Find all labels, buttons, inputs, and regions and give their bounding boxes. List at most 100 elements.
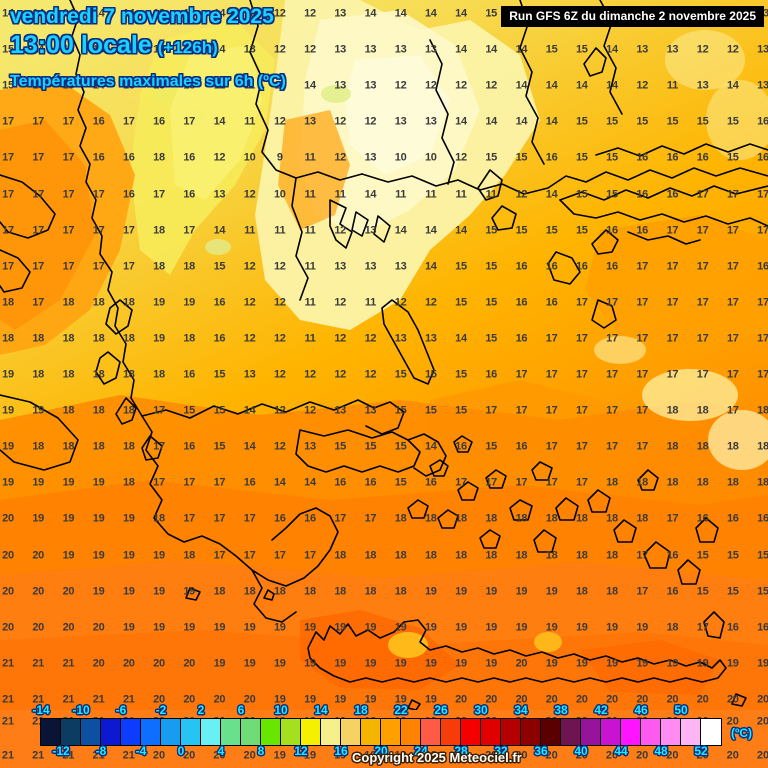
grid-temperature-value: 12 <box>273 115 286 128</box>
grid-temperature-value: 17 <box>545 404 558 417</box>
colorbar-swatch[interactable] <box>101 719 121 745</box>
colorbar-swatch[interactable] <box>401 719 421 745</box>
grid-temperature-value: 17 <box>92 260 105 273</box>
grid-temperature-value: 20 <box>32 549 45 561</box>
colorbar-swatch[interactable] <box>701 719 721 745</box>
grid-temperature-value: 14 <box>32 43 45 56</box>
grid-temperature-value: 17 <box>122 260 135 273</box>
grid-temperature-value: 19 <box>122 512 135 525</box>
grid-temperature-value: 15 <box>696 549 709 561</box>
colorbar[interactable] <box>40 718 722 746</box>
grid-temperature-value: 18 <box>183 332 196 345</box>
grid-temperature-value: 18 <box>122 476 135 489</box>
grid-temperature-value: 13 <box>424 115 437 128</box>
colorbar-swatch[interactable] <box>421 719 441 745</box>
legend-background-value: 20 <box>605 749 619 762</box>
colorbar-swatch[interactable] <box>661 719 681 745</box>
colorbar-swatch[interactable] <box>621 719 641 745</box>
colorbar-swatch[interactable] <box>121 719 141 745</box>
grid-temperature-value: 14 <box>424 224 437 237</box>
grid-temperature-value: 20 <box>515 657 528 670</box>
grid-temperature-value: 16 <box>757 621 768 634</box>
grid-temperature-value: 19 <box>545 621 558 634</box>
grid-temperature-value: 15 <box>606 188 618 200</box>
colorbar-swatch[interactable] <box>601 719 621 745</box>
grid-temperature-value: 15 <box>545 224 558 237</box>
grid-temperature-value: 20 <box>606 693 618 706</box>
colorbar-swatch[interactable] <box>221 719 241 745</box>
grid-temperature-value: 17 <box>62 115 75 128</box>
colorbar-swatch[interactable] <box>201 719 221 745</box>
grid-temperature-value: 19 <box>726 657 739 670</box>
grid-temperature-value: 17 <box>757 332 768 345</box>
legend-background-value: 21 <box>1 749 15 762</box>
grid-temperature-value: 19 <box>515 585 528 598</box>
colorbar-swatch[interactable] <box>261 719 281 745</box>
colorbar-swatch[interactable] <box>361 719 381 745</box>
grid-temperature-value: 12 <box>424 296 437 309</box>
legend-background-value: 20 <box>183 749 196 762</box>
grid-temperature-value: 13 <box>273 79 286 92</box>
grid-temperature-value: 20 <box>92 621 105 634</box>
grid-temperature-value: 16 <box>364 476 377 489</box>
grid-temperature-value: 11 <box>244 224 256 237</box>
grid-temperature-value: 13 <box>364 79 377 92</box>
colorbar-tick-label: -6 <box>115 703 127 717</box>
grid-temperature-value: 12 <box>726 43 739 56</box>
colorbar-swatch[interactable] <box>561 719 581 745</box>
grid-temperature-value: 17 <box>636 368 649 381</box>
colorbar-tick-label: -4 <box>135 744 147 758</box>
grid-temperature-value: 17 <box>515 404 528 417</box>
colorbar-swatch[interactable] <box>301 719 321 745</box>
colorbar-swatch[interactable] <box>281 719 301 745</box>
colorbar-swatch[interactable] <box>441 719 461 745</box>
colorbar-tick-label: 30 <box>474 703 488 717</box>
grid-temperature-value: 19 <box>606 621 618 634</box>
grid-temperature-value: 14 <box>243 440 256 453</box>
colorbar-swatch[interactable] <box>341 719 361 745</box>
grid-temperature-value: 18 <box>62 296 75 309</box>
colorbar-swatch[interactable] <box>41 719 61 745</box>
grid-temperature-value: 12 <box>243 296 256 309</box>
grid-temperature-value: 13 <box>364 404 377 417</box>
colorbar-swatch[interactable] <box>481 719 501 745</box>
colorbar-swatch[interactable] <box>81 719 101 745</box>
colorbar-swatch[interactable] <box>521 719 541 745</box>
grid-temperature-value: 14 <box>515 115 528 128</box>
grid-temperature-value: 14 <box>455 43 467 56</box>
grid-temperature-value: 14 <box>243 404 256 417</box>
grid-temperature-value: 19 <box>153 549 165 561</box>
grid-temperature-value: 13 <box>334 43 347 56</box>
colorbar-swatch[interactable] <box>641 719 661 745</box>
grid-temperature-value: 17 <box>726 368 739 381</box>
colorbar-tick-label: -8 <box>95 744 107 758</box>
grid-temperature-value: 14 <box>726 79 739 92</box>
colorbar-swatch[interactable] <box>381 719 401 745</box>
temperature-grid-labels: 14 14 14 14 14 13 13 14 12 12 12 13 14 14 14 14 15 15 15 14… <box>2 8 768 706</box>
grid-temperature-value: 12 <box>273 332 286 345</box>
colorbar-swatch[interactable] <box>581 719 601 745</box>
colorbar-swatch[interactable] <box>541 719 561 745</box>
colorbar-swatch[interactable] <box>501 719 521 745</box>
colorbar-swatch[interactable] <box>161 719 181 745</box>
map-area[interactable]: 14 14 14 14 14 13 13 14 12 12 12 13 14 14 14 14 15 15 15 14… <box>0 0 768 710</box>
grid-temperature-value: 19 <box>394 621 407 634</box>
colorbar-swatch[interactable] <box>681 719 701 745</box>
colorbar-swatch[interactable] <box>241 719 261 745</box>
grid-temperature-value: 14 <box>545 115 558 128</box>
grid-temperature-value: 20 <box>2 621 14 634</box>
grid-temperature-value: 17 <box>153 440 165 453</box>
colorbar-swatch[interactable] <box>321 719 341 745</box>
grid-temperature-value: 19 <box>424 585 437 598</box>
grid-temperature-value: 18 <box>636 476 649 489</box>
grid-temperature-value: 12 <box>243 188 256 200</box>
grid-temperature-value: 18 <box>455 549 467 561</box>
grid-temperature-value: 14 <box>153 43 165 56</box>
grid-temperature-value: 18 <box>364 549 377 561</box>
colorbar-swatch[interactable] <box>461 719 481 745</box>
colorbar-swatch[interactable] <box>61 719 81 745</box>
colorbar-swatch[interactable] <box>181 719 201 745</box>
grid-temperature-value: 15 <box>183 404 196 417</box>
grid-temperature-value: 18 <box>364 585 377 598</box>
colorbar-swatch[interactable] <box>141 719 161 745</box>
